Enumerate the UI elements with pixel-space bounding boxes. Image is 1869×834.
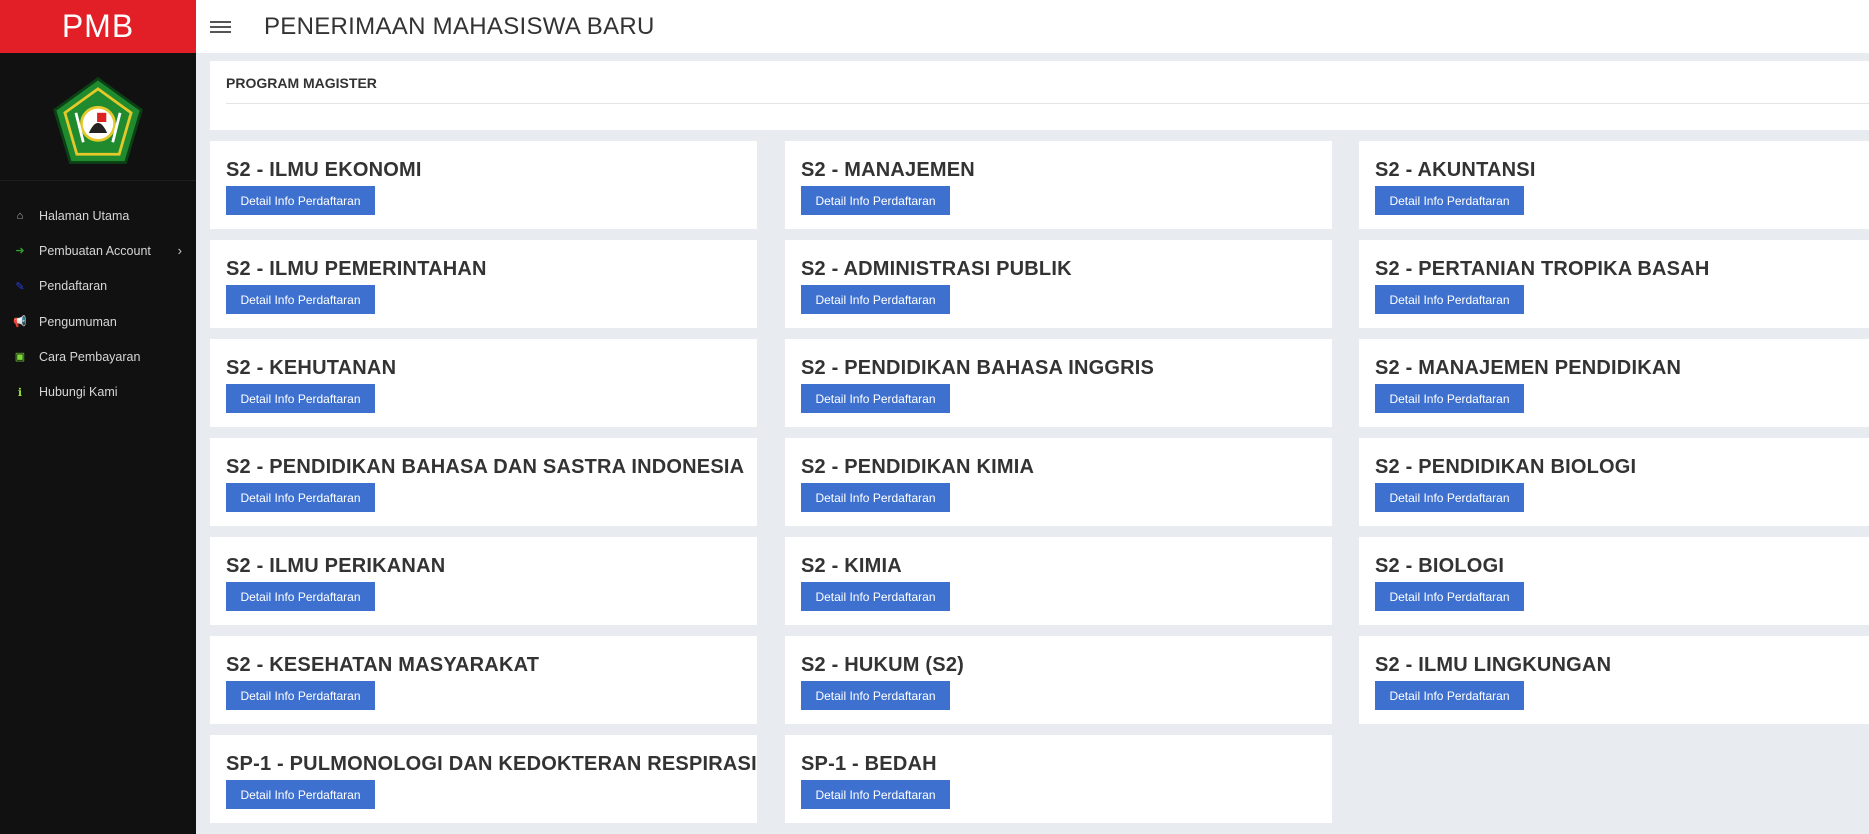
panel-title: PROGRAM MAGISTER [226,75,377,91]
detail-info-button[interactable]: Detail Info Perdaftaran [1375,483,1524,512]
sidebar-item-label: Hubungi Kami [39,385,118,400]
detail-info-button[interactable]: Detail Info Perdaftaran [801,780,950,809]
bullhorn-icon: 📢 [13,316,27,329]
program-title: S2 - HUKUM (S2) [801,654,965,676]
detail-info-button[interactable]: Detail Info Perdaftaran [801,582,950,611]
brand-logo-text[interactable]: PMB [0,0,196,53]
program-card: SP-1 - BEDAH Detail Info Perdaftaran [785,735,1332,823]
program-card: S2 - AKUNTANSI Detail Info Perdaftaran [1359,141,1869,229]
program-title: S2 - AKUNTANSI [1375,159,1536,181]
program-card: S2 - ILMU LINGKUNGAN Detail Info Perdafta… [1359,636,1869,724]
program-card: SP-1 - PULMONOLOGI DAN KEDOKTERAN RESPIR… [210,735,757,823]
program-title: S2 - PENDIDIKAN BAHASA DAN SASTRA INDONE… [226,456,745,478]
sidebar-item-halaman-utama[interactable]: ⌂ Halaman Utama [0,198,196,233]
program-title: S2 - MANAJEMEN [801,159,975,181]
detail-info-button[interactable]: Detail Info Perdaftaran [1375,582,1524,611]
detail-info-button[interactable]: Detail Info Perdaftaran [801,681,950,710]
program-title: S2 - KIMIA [801,555,902,577]
detail-info-button[interactable]: Detail Info Perdaftaran [1375,681,1524,710]
detail-info-button[interactable]: Detail Info Perdaftaran [226,483,375,512]
hamburger-menu-icon[interactable] [210,20,231,33]
program-card: S2 - ILMU EKONOMI Detail Info Perdaftaran [210,141,757,229]
chevron-right-icon: › [177,243,182,259]
program-card: S2 - PENDIDIKAN BAHASA INGGRIS Detail Inf… [785,339,1332,427]
program-title: S2 - PENDIDIKAN KIMIA [801,456,1035,478]
detail-info-button[interactable]: Detail Info Perdaftaran [226,285,375,314]
detail-info-button[interactable]: Detail Info Perdaftaran [226,681,375,710]
program-card: S2 - HUKUM (S2) Detail Info Perdaftaran [785,636,1332,724]
program-card: S2 - ADMINISTRASI PUBLIK Detail Info Perd… [785,240,1332,328]
program-card: S2 - ILMU PERIKANAN Detail Info Perdaftar… [210,537,757,625]
detail-info-button[interactable]: Detail Info Perdaftaran [1375,285,1524,314]
sidebar-item-pendaftaran[interactable]: ✎ Pendaftaran [0,269,196,304]
program-panel: PROGRAM MAGISTER [210,61,1869,130]
detail-info-button[interactable]: Detail Info Perdaftaran [1375,384,1524,413]
edit-icon: ✎ [15,280,25,293]
program-card: S2 - KIMIA Detail Info Perdaftaran [785,537,1332,625]
detail-info-button[interactable]: Detail Info Perdaftaran [1375,186,1524,215]
program-title: S2 - BIOLOGI [1375,555,1505,577]
program-card: S2 - PENDIDIKAN KIMIA Detail Info Perdaft… [785,438,1332,526]
program-title: SP-1 - PULMONOLOGI DAN KEDOKTERAN RESPIR… [226,753,757,775]
program-title: S2 - MANAJEMEN PENDIDIKAN [1375,357,1682,379]
program-title: S2 - PERTANIAN TROPIKA BASAH [1375,258,1710,280]
program-title: S2 - ADMINISTRASI PUBLIK [801,258,1072,280]
program-title: S2 - PENDIDIKAN BAHASA INGGRIS [801,357,1155,379]
info-icon: ℹ [17,386,23,399]
program-card: S2 - PENDIDIKAN BIOLOGI Detail Info Perda… [1359,438,1869,526]
detail-info-button[interactable]: Detail Info Perdaftaran [801,483,950,512]
detail-info-button[interactable]: Detail Info Perdaftaran [801,186,950,215]
sidebar-item-hubungi-kami[interactable]: ℹ Hubungi Kami [0,374,196,409]
program-card: S2 - PENDIDIKAN BAHASA DAN SASTRA INDONE… [210,438,757,526]
sidebar: PMB ⌂ Halaman Utama ➜ Pembuatan Account › ✎ Pe… [0,0,196,834]
program-card: S2 - KESEHATAN MASYARAKAT Detail Info Per… [210,636,757,724]
detail-info-button[interactable]: Detail Info Perdaftaran [801,384,950,413]
sidebar-item-label: Cara Pembayaran [39,349,141,364]
program-title: S2 - PENDIDIKAN BIOLOGI [1375,456,1637,478]
program-title: S2 - KESEHATAN MASYARAKAT [226,654,540,676]
program-card: S2 - PERTANIAN TROPIKA BASAH Detail Info … [1359,240,1869,328]
program-title: S2 - ILMU LINGKUNGAN [1375,654,1612,676]
sidebar-item-label: Pembuatan Account [39,243,151,258]
top-header: PENERIMAAN MAHASISWA BARU [196,0,1869,53]
program-card: S2 - MANAJEMEN Detail Info Perdaftaran [785,141,1332,229]
sidebar-item-pembuatan-account[interactable]: ➜ Pembuatan Account › [0,233,196,268]
home-icon: ⌂ [16,209,24,222]
program-title: S2 - ILMU EKONOMI [226,159,422,181]
program-title: S2 - KEHUTANAN [226,357,397,379]
sidebar-item-cara-pembayaran[interactable]: ▣ Cara Pembayaran [0,339,196,374]
sidebar-menu: ⌂ Halaman Utama ➜ Pembuatan Account › ✎ Pendaf… [0,198,196,410]
program-title: SP-1 - BEDAH [801,753,937,775]
sidebar-item-label: Halaman Utama [39,208,130,223]
sign-in-icon: ➜ [15,245,25,258]
panel-divider [226,103,1869,104]
sidebar-item-label: Pengumuman [39,314,117,329]
detail-info-button[interactable]: Detail Info Perdaftaran [801,285,950,314]
money-icon: ▣ [14,351,26,364]
sidebar-item-label: Pendaftaran [39,279,108,294]
program-card: S2 - BIOLOGI Detail Info Perdaftaran [1359,537,1869,625]
detail-info-button[interactable]: Detail Info Perdaftaran [226,780,375,809]
detail-info-button[interactable]: Detail Info Perdaftaran [226,582,375,611]
program-title: S2 - ILMU PERIKANAN [226,555,446,577]
page-title: PENERIMAAN MAHASISWA BARU [264,12,655,40]
detail-info-button[interactable]: Detail Info Perdaftaran [226,186,375,215]
sidebar-item-pengumuman[interactable]: 📢 Pengumuman [0,304,196,339]
program-card: S2 - KEHUTANAN Detail Info Perdaftaran [210,339,757,427]
program-title: S2 - ILMU PEMERINTAHAN [226,258,487,280]
sidebar-divider [0,180,196,181]
university-logo [53,77,143,164]
program-card: S2 - ILMU PEMERINTAHAN Detail Info Perdaf… [210,240,757,328]
detail-info-button[interactable]: Detail Info Perdaftaran [226,384,375,413]
program-card: S2 - MANAJEMEN PENDIDIKAN Detail Info Per… [1359,339,1869,427]
